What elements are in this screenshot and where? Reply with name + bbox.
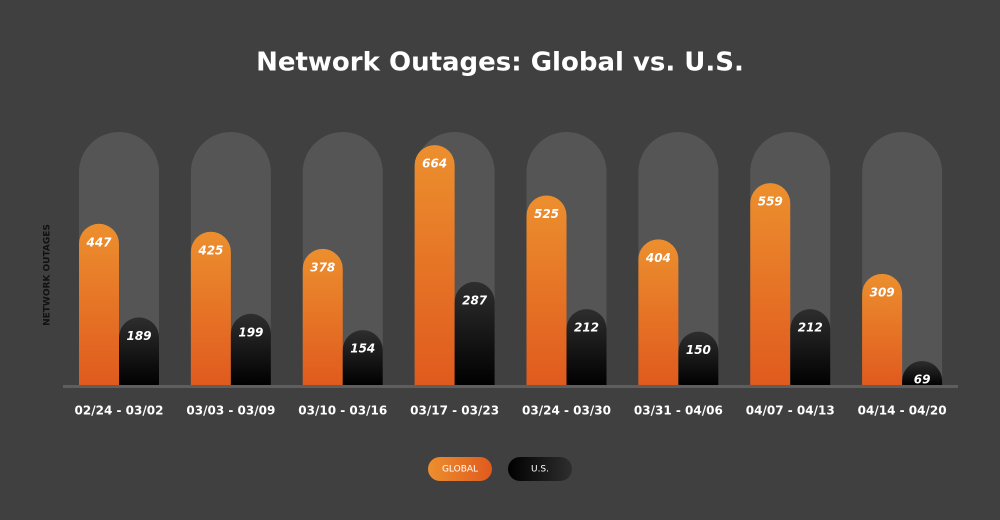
value-label: 189	[126, 329, 151, 343]
value-label: 150	[686, 343, 711, 357]
value-label: 212	[574, 321, 599, 335]
legend-label[interactable]: GLOBAL	[442, 465, 478, 475]
value-label: 154	[350, 342, 375, 356]
x-tick-label: 02/24 - 03/02	[75, 404, 164, 418]
bar	[119, 317, 159, 386]
value-label: 378	[310, 260, 335, 274]
value-label: 287	[462, 293, 488, 307]
x-tick-label: 03/24 - 03/30	[522, 404, 611, 418]
x-tick-label: 03/10 - 03/16	[298, 404, 387, 418]
x-tick-label: 03/03 - 03/09	[186, 404, 275, 418]
x-tick-label: 04/07 - 04/13	[746, 404, 835, 418]
legend-swatch[interactable]	[508, 457, 572, 481]
legend-swatch[interactable]	[428, 457, 492, 481]
y-axis-label: NETWORK OUTAGES	[43, 224, 53, 326]
bar	[566, 309, 607, 386]
chart-title: Network Outages: Global vs. U.S.	[256, 48, 744, 78]
baseline	[63, 385, 958, 388]
value-label: 425	[197, 243, 223, 257]
legend-label[interactable]: U.S.	[531, 465, 549, 475]
value-label: 664	[422, 157, 447, 171]
bar	[190, 231, 231, 386]
bar	[790, 309, 831, 386]
value-label: 69	[914, 372, 931, 386]
value-label: 309	[870, 285, 895, 299]
bar	[678, 331, 719, 386]
bar	[230, 313, 271, 386]
x-tick-label: 03/17 - 03/23	[410, 404, 499, 418]
value-label: 559	[758, 195, 783, 209]
bar	[79, 223, 119, 386]
value-label: 212	[798, 321, 823, 335]
bar	[342, 330, 383, 386]
bar	[750, 183, 791, 386]
value-label: 404	[645, 251, 671, 265]
bar	[902, 360, 943, 386]
bar	[454, 281, 495, 386]
x-tick-label: 03/31 - 04/06	[634, 404, 723, 418]
bar	[414, 145, 455, 386]
bar	[526, 195, 567, 386]
value-label: 199	[238, 325, 263, 339]
bar	[862, 273, 903, 386]
value-label: 447	[85, 235, 112, 249]
bar	[638, 239, 679, 386]
x-tick-label: 04/14 - 04/20	[858, 404, 947, 418]
value-label: 525	[534, 207, 559, 221]
bar	[302, 248, 343, 386]
